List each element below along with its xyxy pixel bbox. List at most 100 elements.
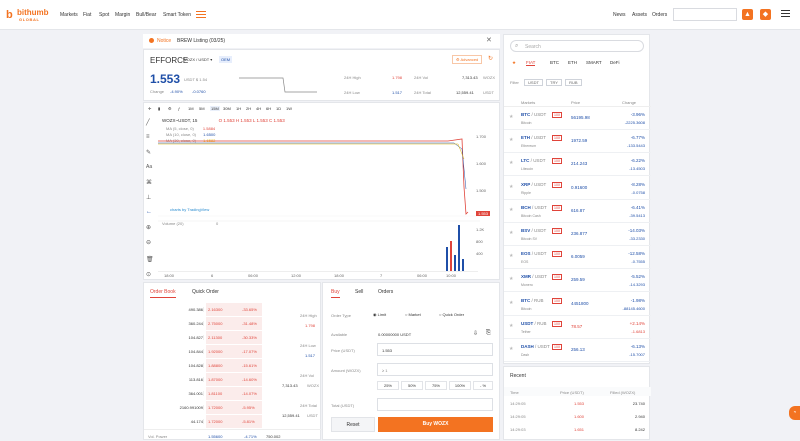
tab-orders[interactable]: Orders (378, 289, 394, 295)
tf-4h[interactable]: 4H (256, 106, 262, 111)
tf-1h[interactable]: 1H (236, 106, 242, 111)
trend-line-icon[interactable]: ╱ (146, 120, 150, 126)
col-markets[interactable]: Markets (521, 100, 536, 105)
favorite-star-icon[interactable]: ★ (509, 206, 514, 213)
top-search-input[interactable] (673, 8, 737, 21)
tab-buy[interactable]: Buy (331, 289, 340, 298)
trash-icon[interactable]: 🗑 (146, 257, 154, 263)
buy-button[interactable]: Buy WOZX (378, 417, 493, 432)
nav-assets[interactable]: Assets (632, 12, 648, 18)
amount-input[interactable]: ≥ 1 (377, 363, 493, 376)
favorite-star-icon[interactable]: ★ (509, 322, 514, 329)
favorite-star-icon[interactable]: ★ (509, 183, 514, 190)
favorite-star-icon[interactable]: ★ (509, 276, 514, 283)
orderbook-row[interactable]: 490.386 2.16300 -33.65% (144, 303, 324, 316)
indicator-icon[interactable]: ƒ (178, 106, 181, 111)
nav-orders[interactable]: Orders (652, 12, 668, 18)
favorite-star-icon[interactable]: ★ (509, 160, 514, 167)
tf-30m[interactable]: 30M (223, 106, 231, 111)
orderbook-row[interactable]: 364.001 1.81100 -14.07% (144, 387, 324, 400)
orderbook-row[interactable]: 104.844 1.92000 -17.07% (144, 345, 324, 358)
tab-defi[interactable]: DeFi (610, 60, 620, 65)
filter-rub[interactable]: RUB (565, 79, 582, 86)
candle-type-icon[interactable]: ▮ (158, 106, 161, 111)
tab-smart[interactable]: SMART (586, 60, 602, 65)
tab-sell[interactable]: Sell (355, 289, 364, 295)
orderbook-row[interactable]: 2160.991009 1.72000 -5.95% (144, 401, 324, 414)
market-row[interactable]: ★ ETH / USDT 10X Ethereum 1972.59 -6.77% -133.… (504, 130, 651, 154)
tf-1w[interactable]: 1W (286, 106, 292, 111)
notice-text[interactable]: BREW Listing (03/25) (177, 38, 226, 44)
filter-usdt[interactable]: USDT (524, 79, 543, 86)
col-change[interactable]: Change (622, 100, 637, 105)
tf-5m[interactable]: 5M (199, 106, 205, 111)
account-icon[interactable]: ▲ (742, 9, 753, 20)
pct-100-button[interactable]: 100% (449, 381, 471, 390)
total-input[interactable] (377, 398, 493, 411)
nav-margin[interactable]: Margin (115, 12, 131, 18)
notification-icon[interactable]: ◆ (760, 9, 771, 20)
zoom-in-icon[interactable]: ⊕ (146, 225, 152, 231)
deposit-icon[interactable]: ⇩ (473, 331, 479, 337)
price-input[interactable]: 1.553 (377, 343, 493, 356)
zoom-out-icon[interactable]: ⊖ (146, 240, 152, 246)
pct-50-button[interactable]: 50% (401, 381, 423, 390)
copy-icon[interactable]: ⎘ (486, 330, 491, 336)
orderbook-row[interactable]: 44.174 1.72000 -5.81% (144, 415, 324, 428)
crosshair-icon[interactable]: ✛ (148, 106, 152, 111)
type-market-radio[interactable]: ○ Market (405, 312, 421, 317)
arrow-left-icon[interactable]: ← (146, 209, 152, 215)
tab-eth[interactable]: ETH (568, 60, 577, 65)
fib-icon[interactable]: ≡ (146, 134, 150, 140)
market-row[interactable]: ★ USDT / RUB 10X Tether 78.57 +2.14% -1.6813 (504, 316, 651, 339)
filter-try[interactable]: TRY (546, 79, 562, 86)
market-row[interactable]: ★ BTC / USDT 10X Bitcoin 56195.98 -3.96% -2225… (504, 107, 651, 130)
favorite-star-icon[interactable]: ★ (509, 137, 514, 144)
orderbook-row[interactable]: 104.827 2.11300 -30.33% (144, 331, 324, 344)
settings-icon[interactable]: ⚙ (168, 106, 172, 111)
orderbook-row[interactable]: 360.244 2.75000 -31.48% (144, 317, 324, 330)
nav-news[interactable]: News (613, 12, 626, 18)
orderbook-row[interactable]: 113.816 1.87000 -14.60% (144, 373, 324, 386)
favorite-star-icon[interactable]: ★ (509, 346, 514, 352)
market-row[interactable]: ★ BCH / USDT 10X Bitcoin Cash 616.87 -6.41% -3… (504, 200, 651, 223)
market-row[interactable]: ★ XMR / USDT 10X Monero 259.59 -5.52% -14.3293 (504, 269, 651, 293)
close-icon[interactable]: ✕ (486, 37, 492, 44)
hamburger-icon[interactable] (781, 10, 790, 19)
market-row[interactable]: ★ BTC / RUB 10X Bitcoin 4451800 -1.98% -88145.… (504, 293, 651, 316)
market-row[interactable]: ★ BSV / USDT 10X Bitcoin SV 236.877 -14.03% -3… (504, 223, 651, 246)
type-quick-radio[interactable]: ○ Quick Order (439, 312, 465, 317)
nav-spot[interactable]: Spot (99, 12, 110, 18)
tf-6h[interactable]: 6H (266, 106, 272, 111)
history-icon[interactable]: ↻ (488, 56, 494, 62)
nav-smart-token[interactable]: Smart Token (163, 12, 191, 18)
tf-1d[interactable]: 1D (276, 106, 282, 111)
pattern-icon[interactable]: ⌘ (146, 180, 152, 186)
nav-bullbear[interactable]: Bull/Bear (136, 12, 157, 18)
lock-icon[interactable]: ⊙ (146, 272, 152, 278)
tab-order-book[interactable]: Order Book (150, 289, 176, 298)
support-chat-icon[interactable]: ◔ (789, 406, 800, 420)
tab-fiat[interactable]: FIAT (526, 60, 536, 66)
tab-btc[interactable]: BTC (550, 60, 559, 65)
favorite-star-icon[interactable]: ★ (509, 299, 514, 306)
orderbook-row[interactable]: 104.828 1.88800 -15.61% (144, 359, 324, 372)
tab-quick-order[interactable]: Quick Order (192, 289, 219, 295)
market-search-input[interactable]: ⌕ Search (510, 40, 644, 52)
market-row[interactable]: ★ DASH / USDT 10X Dash 256.13 -6.13% -15.7007 (504, 339, 651, 362)
nav-markets[interactable]: Markets (60, 12, 78, 18)
favorite-star-icon[interactable]: ★ (509, 230, 514, 236)
tf-2h[interactable]: 2H (246, 106, 252, 111)
favorite-star-icon[interactable]: ★ (509, 114, 514, 120)
pct-25-button[interactable]: 25% (377, 381, 399, 390)
text-icon[interactable]: Aa (146, 164, 153, 170)
market-row[interactable]: ★ XRP / USDT 10X Ripple 0.91600 -8.28% -0.0758 (504, 177, 651, 200)
favorite-star-icon[interactable]: ★ (512, 60, 517, 65)
tf-1m[interactable]: 1M (188, 106, 194, 111)
market-row[interactable]: ★ EOS / USDT 10X EOS 6.0059 -12.58% -0.7555 (504, 246, 651, 270)
price-chart[interactable] (158, 129, 480, 279)
favorite-star-icon[interactable]: ★ (509, 253, 514, 260)
bithumb-logo[interactable]: b bithumb GLOBAL (6, 8, 50, 23)
tradingview-watermark[interactable]: charts by TradingView (170, 207, 210, 212)
brush-icon[interactable]: ✎ (146, 150, 152, 156)
